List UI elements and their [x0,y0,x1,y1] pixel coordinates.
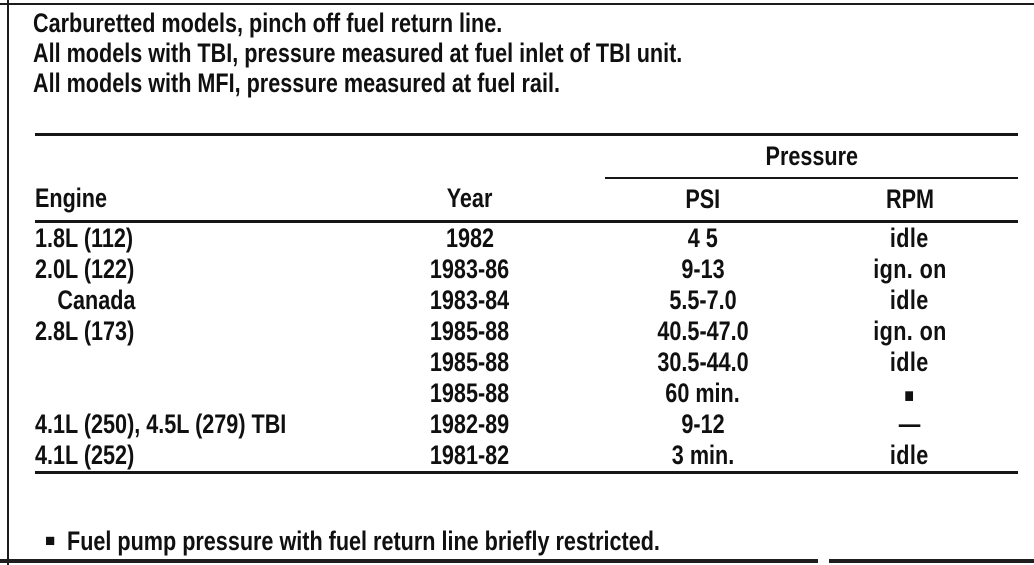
engine-cell: 4.1L (252) [35,440,335,474]
bottom-rule-left-segment [0,559,818,563]
column-header-row: Engine Year PSI RPM [35,177,1018,223]
rpm-cell: idle [801,440,1018,474]
dash-cell: — [898,409,921,439]
year-cell: 1983-86 [430,254,510,284]
year-cell: 1983-84 [430,285,510,315]
black-square-footnote-marker: ■ [45,531,56,550]
page-left-edge-line [7,0,9,565]
table-row: 1.8L (112) 1982 4 5 idle [35,222,1018,255]
psi-cell: 40.5-47.0 [657,316,749,346]
table-row: Canada 1983-84 5.5-7.0 idle [35,285,1018,316]
rpm-cell: ign. on [872,254,947,284]
table-row: 4.1L (250), 4.5L (279) TBI 1982-89 9-12 … [35,409,1018,440]
bottom-rule-right-segment [829,559,1034,563]
table-row: 1985-88 60 min. ■ [35,378,1018,409]
rpm-cell: idle [890,223,929,253]
table-body: 1.8L (112) 1982 4 5 idle 2.0L (122) 1983… [35,222,1018,474]
table-row: 2.8L (173) 1985-88 40.5-47.0 ign. on [35,316,1018,347]
year-column-header: Year [335,177,605,223]
pressure-group-header: Pressure [605,134,1018,179]
year-cell: 1985-88 [430,347,510,377]
engine-column-header: Engine [35,177,335,223]
rpm-cell: ign. on [872,316,947,346]
intro-note-tbi: All models with TBI, pressure measured a… [33,38,683,68]
engine-cell [35,378,335,409]
footnote: ■ Fuel pump pressure with fuel return li… [45,526,808,556]
engine-cell: 4.1L (250), 4.5L (279) TBI [35,409,287,439]
intro-notes: Carburetted models, pinch off fuel retur… [33,8,845,98]
year-cell: 1982 [445,223,495,253]
engine-cell [35,347,335,378]
year-cell: 1981-82 [335,440,605,474]
table-row: 1985-88 30.5-44.0 idle [35,347,1018,378]
table-header: Pressure Engine Year PSI RPM [35,134,1018,223]
engine-cell: 2.0L (122) [35,254,135,284]
psi-cell: 4 5 [687,223,719,253]
psi-cell: 9-12 [681,409,725,439]
table-row: 4.1L (252) 1981-82 3 min. idle [35,440,1018,474]
footnote-text: Fuel pump pressure with fuel return line… [67,526,661,556]
psi-cell: 5.5-7.0 [669,285,737,315]
year-cell: 1985-88 [430,316,510,346]
year-cell: 1982-89 [430,409,510,439]
psi-cell: 60 min. [665,378,741,408]
engine-cell: 1.8L (112) [35,223,134,253]
group-header-row: Pressure [35,134,1018,179]
table-row: 2.0L (122) 1983-86 9-13 ign. on [35,254,1018,285]
psi-cell: 9-13 [681,254,725,284]
rpm-cell: idle [890,285,929,315]
engine-cell: 2.8L (173) [35,316,135,346]
page-top-edge-line [0,3,1034,5]
psi-column-header: PSI [605,177,801,223]
psi-cell: 3 min. [605,440,801,474]
rpm-cell: idle [890,347,929,377]
intro-note-mfi: All models with MFI, pressure measured a… [33,68,560,98]
psi-cell: 30.5-44.0 [657,347,749,377]
year-cell: 1985-88 [430,378,510,408]
fuel-pressure-spec-table: Pressure Engine Year PSI RPM 1.8L (112) … [35,133,1018,474]
intro-note-carburetted: Carburetted models, pinch off fuel retur… [33,8,503,38]
group-header-spacer [35,135,605,178]
black-square-marker: ■ [904,385,915,407]
engine-cell-canada: Canada [57,285,136,315]
rpm-column-header: RPM [801,177,1018,223]
